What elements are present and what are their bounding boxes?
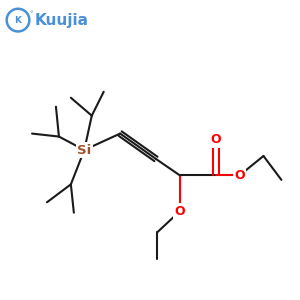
Text: Si: Si — [77, 143, 92, 157]
Text: O: O — [234, 169, 245, 182]
Text: O: O — [175, 205, 185, 218]
Text: K: K — [14, 16, 22, 25]
Text: °: ° — [29, 11, 33, 17]
Text: O: O — [210, 133, 221, 146]
Text: Kuujia: Kuujia — [35, 13, 89, 28]
